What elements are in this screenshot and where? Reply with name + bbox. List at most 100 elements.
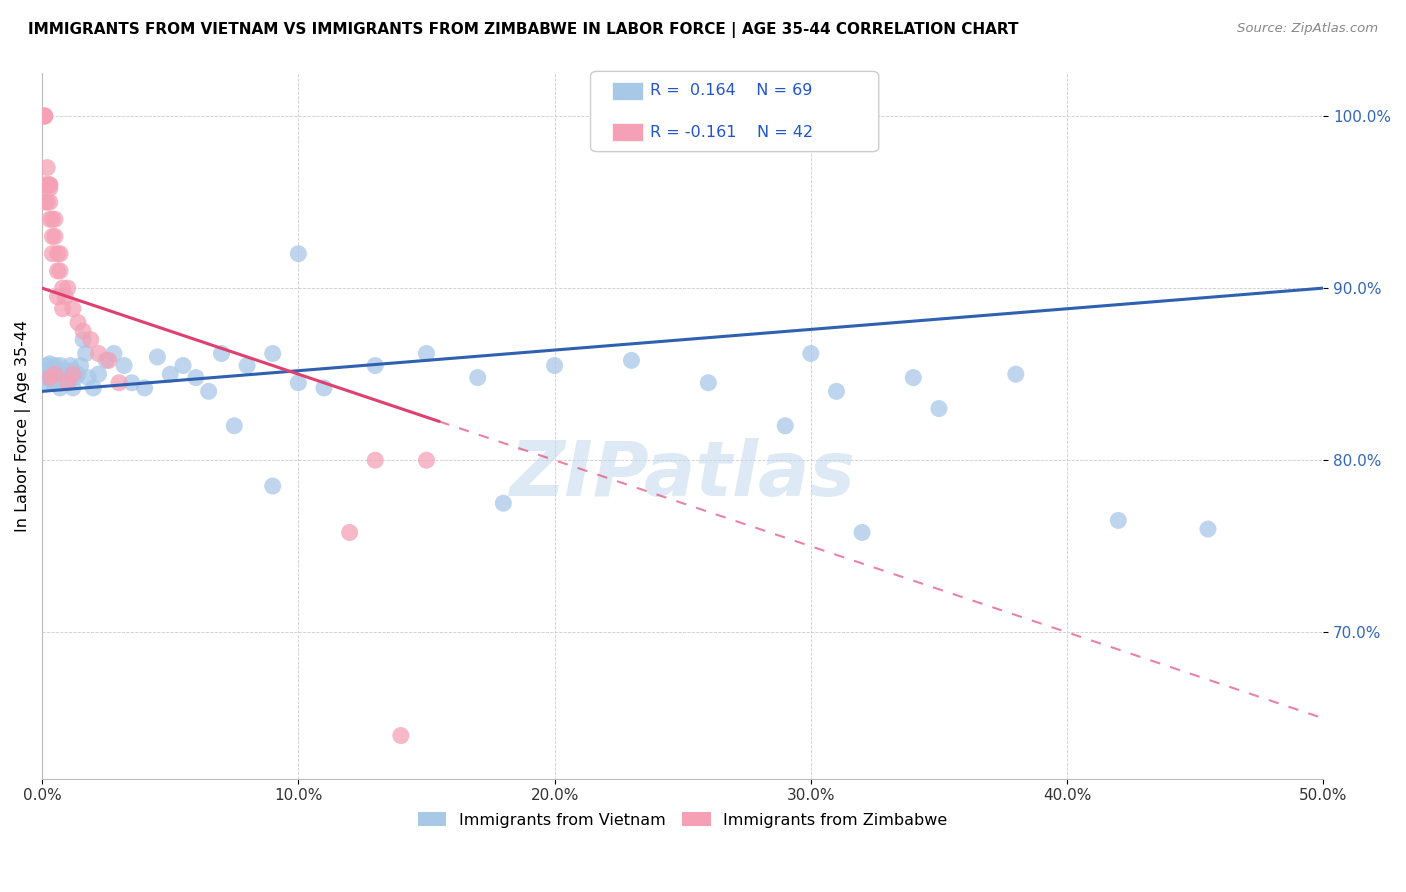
- Point: [108, 376, 131, 390]
- Point: [41, 229, 63, 244]
- Point: [87, 346, 110, 360]
- Point: [56, 281, 79, 295]
- Point: [34, 364, 56, 378]
- Point: [41, 376, 63, 390]
- Point: [825, 384, 848, 399]
- Point: [37, 359, 59, 373]
- Point: [44, 229, 66, 244]
- Point: [37, 376, 59, 390]
- Point: [56, 376, 79, 390]
- Point: [38, 364, 60, 378]
- Point: [184, 370, 207, 384]
- Point: [38, 181, 60, 195]
- Point: [97, 353, 120, 368]
- Point: [211, 346, 233, 360]
- Point: [46, 264, 69, 278]
- Point: [287, 246, 309, 260]
- Point: [467, 370, 489, 384]
- Point: [928, 401, 950, 416]
- Point: [34, 109, 56, 123]
- Point: [46, 364, 69, 378]
- Point: [1004, 367, 1026, 381]
- Point: [34, 109, 56, 123]
- Point: [49, 381, 72, 395]
- Point: [1107, 513, 1129, 527]
- Text: R =  0.164    N = 69: R = 0.164 N = 69: [650, 84, 811, 98]
- Point: [364, 359, 387, 373]
- Point: [49, 246, 72, 260]
- Point: [415, 346, 437, 360]
- Point: [34, 370, 56, 384]
- Point: [46, 246, 69, 260]
- Point: [103, 346, 125, 360]
- Point: [49, 359, 72, 373]
- Point: [53, 367, 76, 381]
- Point: [34, 195, 56, 210]
- Point: [44, 376, 66, 390]
- Point: [159, 367, 181, 381]
- Point: [492, 496, 515, 510]
- Point: [46, 370, 69, 384]
- Point: [620, 353, 643, 368]
- Point: [773, 418, 796, 433]
- Text: Source: ZipAtlas.com: Source: ZipAtlas.com: [1237, 22, 1378, 36]
- Point: [49, 264, 72, 278]
- Point: [38, 357, 60, 371]
- Point: [262, 479, 284, 493]
- Point: [389, 729, 412, 743]
- Point: [697, 376, 720, 390]
- Point: [49, 370, 72, 384]
- Point: [172, 359, 194, 373]
- Point: [44, 359, 66, 373]
- Point: [851, 525, 873, 540]
- Point: [38, 212, 60, 227]
- Point: [59, 370, 82, 384]
- Text: R = -0.161    N = 42: R = -0.161 N = 42: [650, 125, 813, 139]
- Point: [364, 453, 387, 467]
- Point: [65, 370, 87, 384]
- Point: [80, 333, 103, 347]
- Point: [1197, 522, 1219, 536]
- Point: [72, 333, 94, 347]
- Point: [62, 367, 84, 381]
- Point: [62, 301, 84, 316]
- Point: [56, 364, 79, 378]
- Point: [72, 324, 94, 338]
- Point: [197, 384, 219, 399]
- Point: [134, 381, 156, 395]
- Point: [112, 359, 135, 373]
- Point: [34, 109, 56, 123]
- Point: [62, 381, 84, 395]
- Point: [38, 370, 60, 384]
- Point: [41, 367, 63, 381]
- Text: ZIPatlas: ZIPatlas: [510, 438, 856, 512]
- Point: [224, 418, 246, 433]
- Point: [87, 367, 110, 381]
- Text: IMMIGRANTS FROM VIETNAM VS IMMIGRANTS FROM ZIMBABWE IN LABOR FORCE | AGE 35-44 C: IMMIGRANTS FROM VIETNAM VS IMMIGRANTS FR…: [28, 22, 1018, 38]
- Point: [262, 346, 284, 360]
- Point: [75, 346, 97, 360]
- Point: [312, 381, 335, 395]
- Point: [37, 367, 59, 381]
- Point: [37, 178, 59, 192]
- Point: [52, 370, 75, 384]
- Point: [543, 359, 565, 373]
- Point: [146, 350, 169, 364]
- Legend: Immigrants from Vietnam, Immigrants from Zimbabwe: Immigrants from Vietnam, Immigrants from…: [412, 805, 955, 834]
- Point: [62, 364, 84, 378]
- Point: [38, 178, 60, 192]
- Point: [903, 370, 925, 384]
- Y-axis label: In Labor Force | Age 35-44: In Labor Force | Age 35-44: [15, 319, 31, 532]
- Point: [77, 370, 100, 384]
- Point: [41, 212, 63, 227]
- Point: [800, 346, 823, 360]
- Point: [46, 290, 69, 304]
- Point: [53, 290, 76, 304]
- Point: [44, 367, 66, 381]
- Point: [69, 359, 91, 373]
- Point: [121, 376, 143, 390]
- Point: [52, 301, 75, 316]
- Point: [236, 359, 259, 373]
- Point: [37, 161, 59, 175]
- Point: [66, 367, 89, 381]
